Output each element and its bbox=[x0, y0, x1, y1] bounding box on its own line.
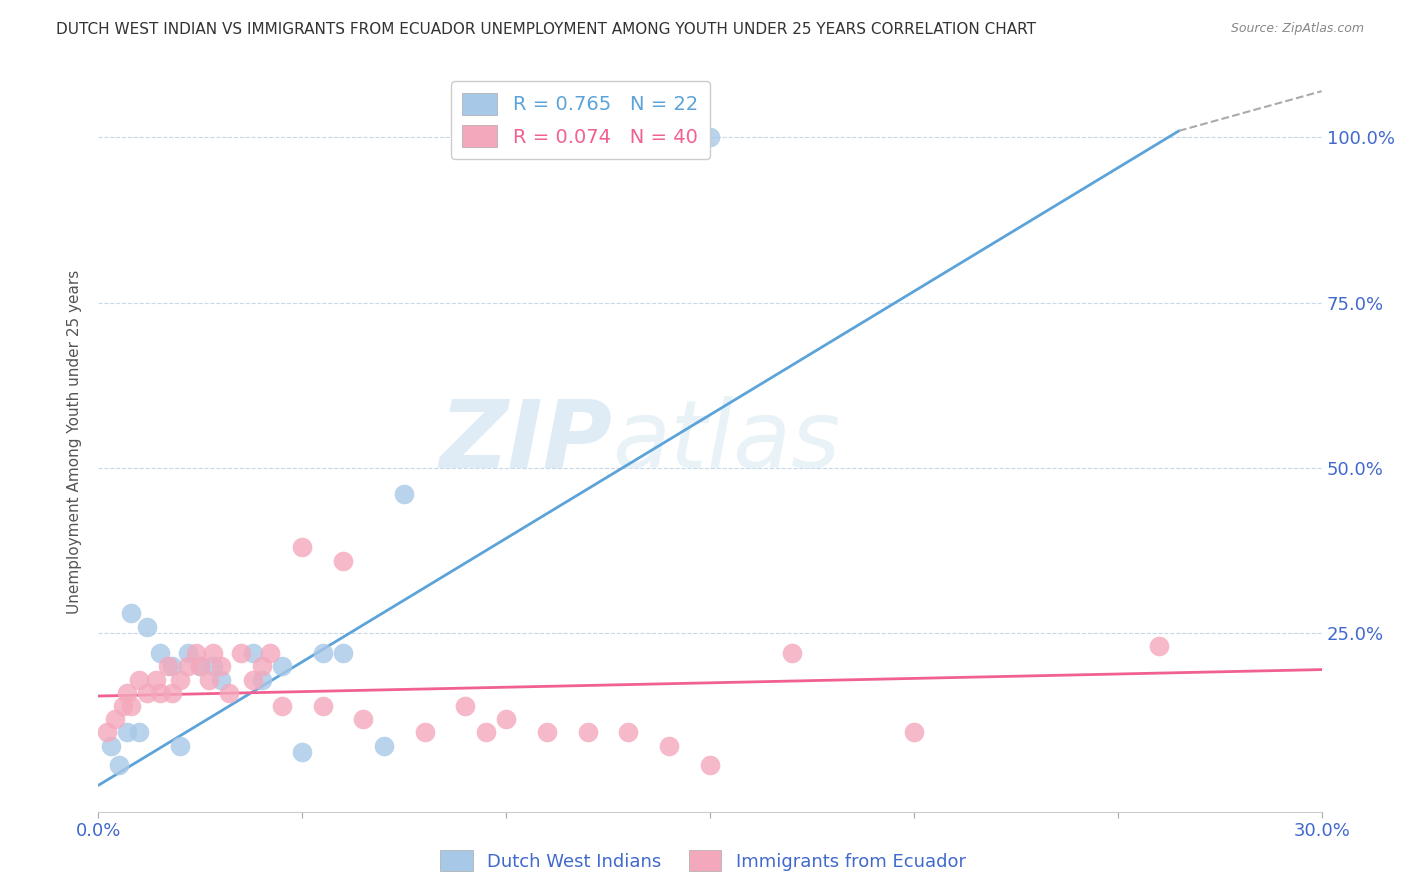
Point bbox=[169, 673, 191, 687]
Legend: Dutch West Indians, Immigrants from Ecuador: Dutch West Indians, Immigrants from Ecua… bbox=[433, 843, 973, 879]
Point bbox=[270, 659, 294, 673]
Point bbox=[120, 698, 142, 713]
Point bbox=[115, 725, 138, 739]
Point bbox=[291, 745, 314, 759]
Point bbox=[177, 659, 200, 673]
Point bbox=[149, 686, 172, 700]
Point bbox=[259, 646, 281, 660]
Point bbox=[186, 646, 208, 660]
Point bbox=[136, 686, 159, 700]
Point bbox=[209, 673, 232, 687]
Point bbox=[352, 712, 374, 726]
Point bbox=[658, 739, 681, 753]
Legend: R = 0.765   N = 22, R = 0.074   N = 40: R = 0.765 N = 22, R = 0.074 N = 40 bbox=[451, 81, 710, 159]
Point bbox=[160, 659, 183, 673]
Point bbox=[291, 541, 314, 555]
Point bbox=[536, 725, 558, 739]
Point bbox=[128, 673, 150, 687]
Text: atlas: atlas bbox=[612, 396, 841, 487]
Point bbox=[115, 686, 138, 700]
Point bbox=[373, 739, 395, 753]
Point bbox=[332, 646, 354, 660]
Point bbox=[120, 607, 142, 621]
Point bbox=[104, 712, 127, 726]
Point bbox=[108, 758, 131, 772]
Point bbox=[250, 659, 273, 673]
Point bbox=[169, 739, 191, 753]
Point bbox=[218, 686, 240, 700]
Text: DUTCH WEST INDIAN VS IMMIGRANTS FROM ECUADOR UNEMPLOYMENT AMONG YOUTH UNDER 25 Y: DUTCH WEST INDIAN VS IMMIGRANTS FROM ECU… bbox=[56, 22, 1036, 37]
Point bbox=[242, 673, 264, 687]
Point bbox=[128, 725, 150, 739]
Point bbox=[392, 487, 416, 501]
Point bbox=[332, 553, 354, 567]
Point bbox=[111, 698, 134, 713]
Point bbox=[149, 646, 172, 660]
Text: Source: ZipAtlas.com: Source: ZipAtlas.com bbox=[1230, 22, 1364, 36]
Point bbox=[250, 673, 273, 687]
Point bbox=[699, 758, 721, 772]
Point bbox=[209, 659, 232, 673]
Point bbox=[100, 739, 122, 753]
Point bbox=[201, 659, 224, 673]
Text: ZIP: ZIP bbox=[439, 395, 612, 488]
Point bbox=[270, 698, 294, 713]
Point bbox=[780, 646, 803, 660]
Point bbox=[903, 725, 925, 739]
Point bbox=[495, 712, 517, 726]
Point bbox=[160, 686, 183, 700]
Point bbox=[201, 646, 224, 660]
Point bbox=[617, 725, 640, 739]
Point bbox=[576, 725, 599, 739]
Point bbox=[188, 659, 212, 673]
Point bbox=[156, 659, 179, 673]
Point bbox=[1147, 640, 1170, 654]
Point bbox=[136, 619, 159, 633]
Point bbox=[197, 673, 219, 687]
Point bbox=[242, 646, 264, 660]
Point bbox=[454, 698, 477, 713]
Point bbox=[312, 646, 335, 660]
Point bbox=[312, 698, 335, 713]
Point bbox=[413, 725, 436, 739]
Y-axis label: Unemployment Among Youth under 25 years: Unemployment Among Youth under 25 years bbox=[67, 269, 83, 614]
Point bbox=[231, 646, 253, 660]
Point bbox=[177, 646, 200, 660]
Point bbox=[699, 130, 721, 145]
Point bbox=[96, 725, 118, 739]
Point bbox=[188, 659, 212, 673]
Point bbox=[474, 725, 498, 739]
Point bbox=[145, 673, 167, 687]
